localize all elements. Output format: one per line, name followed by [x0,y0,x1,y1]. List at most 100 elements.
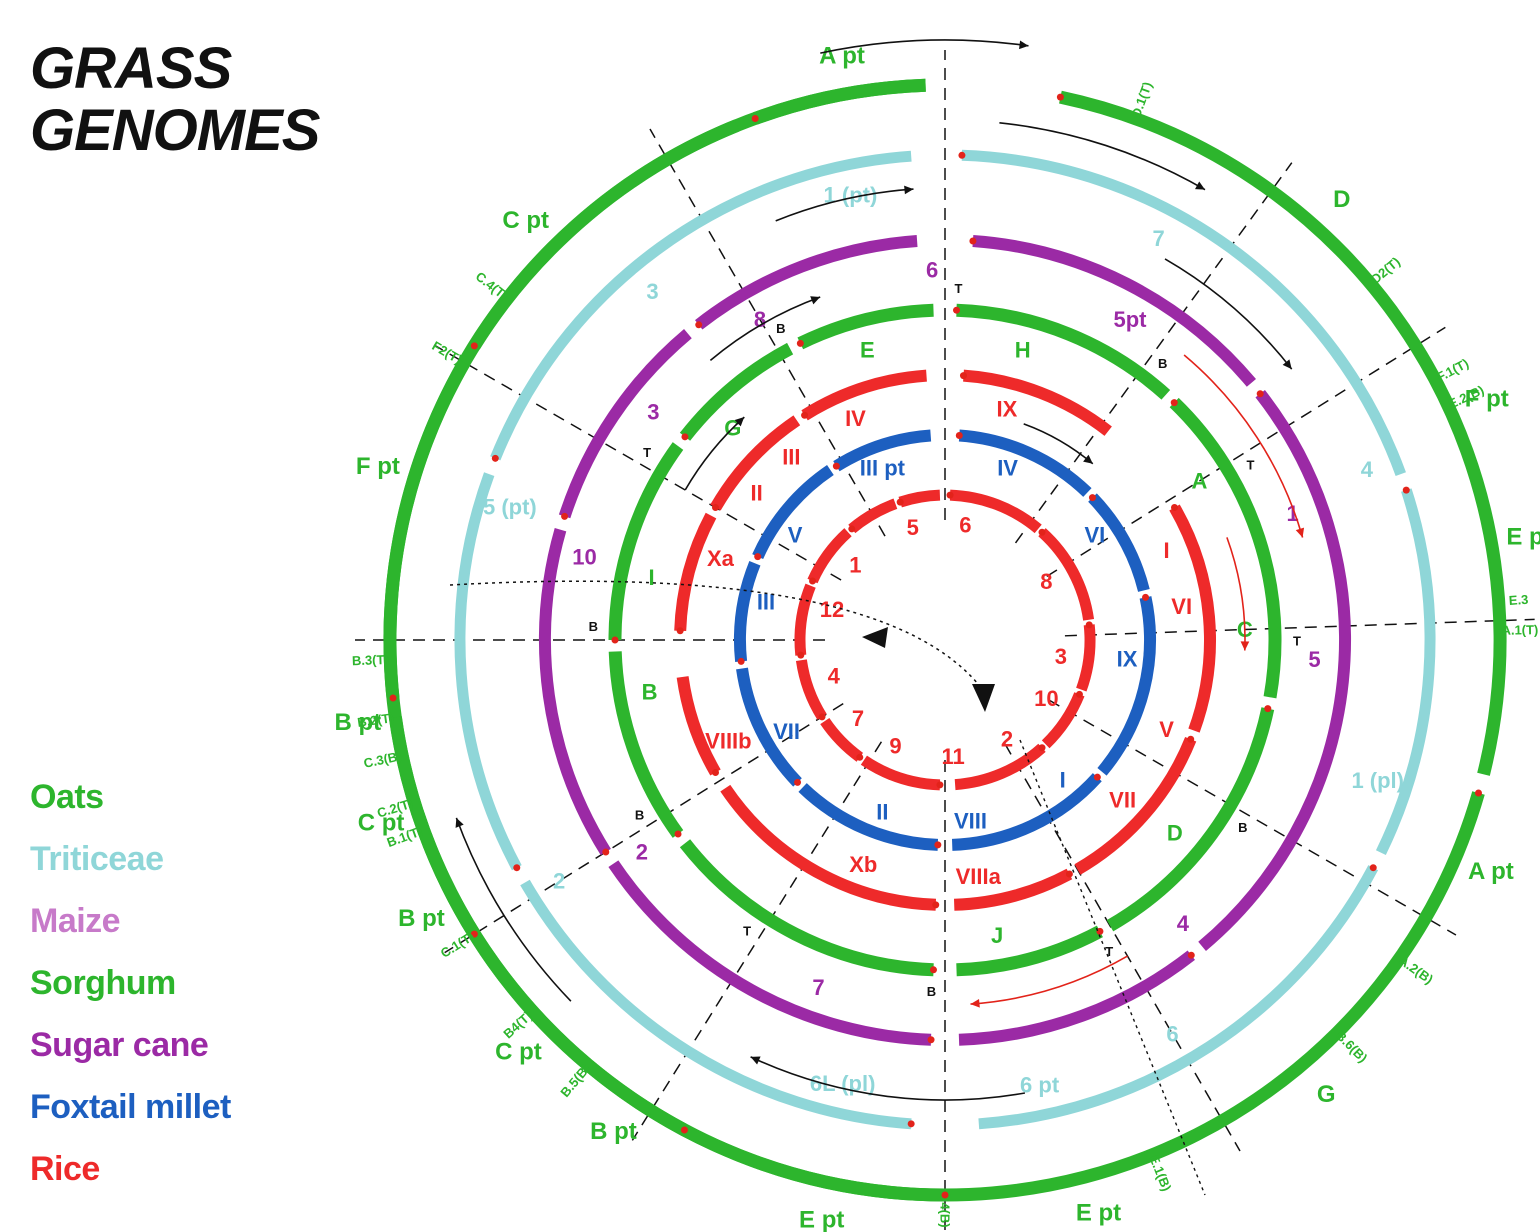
chromosome-label: F pt [356,453,400,480]
legend-item-foxtail-millet: Foxtail millet [30,1088,231,1126]
chromosome-segment [679,839,934,977]
chromosome-segment [951,773,1102,851]
centromere-marker [695,321,703,329]
chromosome-segment [961,149,1406,476]
centromere-marker [712,504,720,511]
centromere-marker [751,114,759,122]
chromosome-label: G [1317,1081,1336,1108]
rearrangement-connector [820,39,1029,54]
chromosome-label: A pt [1468,858,1514,885]
chromosome-label: 1 [849,552,861,577]
chromosome-label: VIIIa [956,864,1002,889]
segment-tag: A.2(B) [1396,953,1436,987]
species-legend: Oats Triticeae Maize Sorghum Sugar cane … [30,772,231,1206]
chromosome-label: II [876,799,888,824]
chromosome-label: II [751,480,763,505]
divider-line [444,702,844,954]
chromosome-label: 3 [646,279,658,304]
arrowhead-icon [904,185,914,195]
chromosome-segment [1088,493,1150,592]
centromere-marker [1093,773,1101,781]
centromere-marker [958,151,966,159]
centromere-marker [832,462,840,470]
chromosome-label: H [1015,338,1031,363]
chromosome-segment [490,150,912,461]
divider-line [433,344,842,581]
chromosome-segment [558,329,692,519]
chromosome-label: E pt [1506,524,1540,551]
centromere-marker [491,454,499,462]
chromosome-label: D [1167,820,1183,845]
chromosome-label: 4 [1177,911,1190,936]
chromosome-segment [798,783,939,851]
chromosome-segment [676,676,721,776]
divider-marker-label: T [955,281,963,296]
centromere-marker [389,694,397,702]
chromosome-label: VII [1109,787,1136,812]
centromere-marker [809,577,817,585]
chromosome-segment [736,667,802,787]
chromosome-label: IV [845,406,866,431]
centromere-marker [801,411,809,419]
chromosome-label: 5pt [1114,307,1148,332]
chromosome-label: III pt [860,456,906,481]
legend-item-maize: Maize [30,902,121,940]
chromosome-label: IX [1117,647,1138,672]
rearrangement-arrows [449,39,1305,1196]
chromosome-label: 5 (pt) [483,494,537,519]
centromere-marker [796,339,804,347]
chromosome-label: 7 [852,706,864,731]
centromere-marker [470,930,478,938]
centromere-marker [1187,735,1195,743]
centromere-marker [848,525,856,533]
rearrangement-connector [775,188,914,222]
divider-marker-label: B [1158,356,1167,371]
centromere-marker [1256,390,1264,398]
divider-marker-label: B [776,321,785,336]
chromosome-segment [752,465,834,560]
chromosome-segment [956,303,1171,400]
chromosome-segment [860,755,941,791]
chromosome-label: 10 [572,544,596,569]
segment-tag: B.5(B) [557,1061,593,1100]
chromosome-segment [1059,90,1507,776]
centromere-marker [927,1036,935,1044]
chromosome-label: 10 [1034,686,1058,711]
chromosome-segment [608,651,684,838]
divider-line [631,741,883,1141]
chromosome-label: 1 [1287,501,1299,526]
segment-tag: F.1(T) [1434,355,1471,384]
centromere-marker [513,864,521,872]
centromere-marker [1088,494,1096,502]
divider-marker-label: B [589,619,598,634]
chromosome-label: 1 (pl) [1351,768,1404,793]
chromosome-segment [720,784,937,911]
chromosome-label: 9 [889,734,901,759]
legend-item-sugar-cane: Sugar cane [30,1026,209,1064]
chromosome-label: C pt [495,1038,542,1065]
divider-marker-label: T [643,445,651,460]
chromosome-segment [608,860,932,1046]
chromosome-segment [383,359,471,699]
chromosome-label: 11 [942,744,965,769]
centromere-marker [676,627,684,635]
centromere-marker [856,753,864,761]
chromosome-segment [833,429,932,472]
centromere-marker [681,433,689,441]
chromosome-segment [679,342,794,441]
chromosome-label: J [991,923,1003,948]
centromere-marker [602,848,610,856]
rearrangement-connector [999,122,1206,191]
divider-marker-label: B [927,984,936,999]
chromosome-segment [972,235,1256,387]
chromosome-segment [1097,596,1156,776]
arrowhead-icon [970,998,980,1008]
chromosome-segment [695,235,918,330]
divider-line [1046,326,1446,578]
chromosome-segment [794,583,816,656]
centromere-marker [953,306,961,314]
legend-item-rice: Rice [30,1150,100,1188]
rearrangement-connector [455,817,572,1002]
chromosome-segment [1198,390,1351,951]
